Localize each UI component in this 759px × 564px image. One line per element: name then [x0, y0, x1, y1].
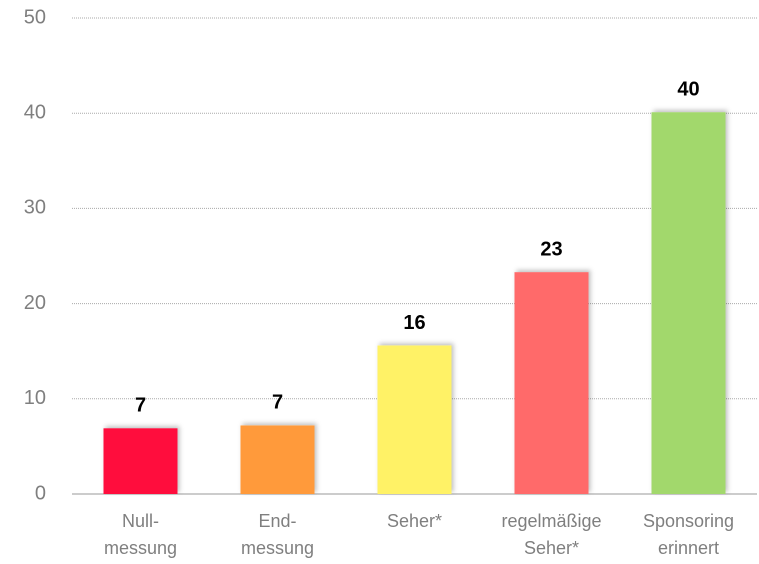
x-tick-label-line: regelmäßige	[501, 511, 601, 531]
x-tick-label-line: Null-	[122, 511, 159, 531]
x-tick-label-line: erinnert	[658, 538, 719, 558]
x-tick-label: Null-messung	[104, 511, 177, 558]
x-tick-label: Sponsoring erinnert	[643, 511, 734, 558]
x-tick-label: End-messung	[241, 511, 314, 558]
y-tick-label: 10	[24, 387, 46, 409]
data-label: 40	[677, 79, 699, 101]
x-tick-label-line: End-	[258, 511, 296, 531]
x-tick-label-line: Seher*	[524, 538, 579, 558]
y-tick-label: 40	[24, 101, 46, 123]
bar	[651, 112, 726, 495]
bar	[514, 272, 589, 494]
x-tick-label: regelmäßige Seher*	[501, 511, 601, 558]
bar	[103, 428, 178, 494]
y-tick-label: 50	[24, 6, 46, 28]
data-label: 7	[272, 392, 283, 414]
data-label: 7	[135, 395, 146, 417]
x-tick-label: Seher*	[387, 511, 442, 531]
x-tick-label-line: messung	[104, 538, 177, 558]
y-tick-label: 20	[24, 292, 46, 314]
x-tick-label-line: Sponsoring	[643, 511, 734, 531]
y-tick-label: 30	[24, 197, 46, 219]
data-label: 23	[540, 238, 562, 260]
y-tick-label: 0	[35, 482, 46, 504]
x-tick-label-line: messung	[241, 538, 314, 558]
x-tick-label-line: Seher*	[387, 511, 442, 531]
bar	[377, 345, 452, 494]
bar	[240, 425, 315, 494]
data-label: 16	[403, 312, 425, 334]
